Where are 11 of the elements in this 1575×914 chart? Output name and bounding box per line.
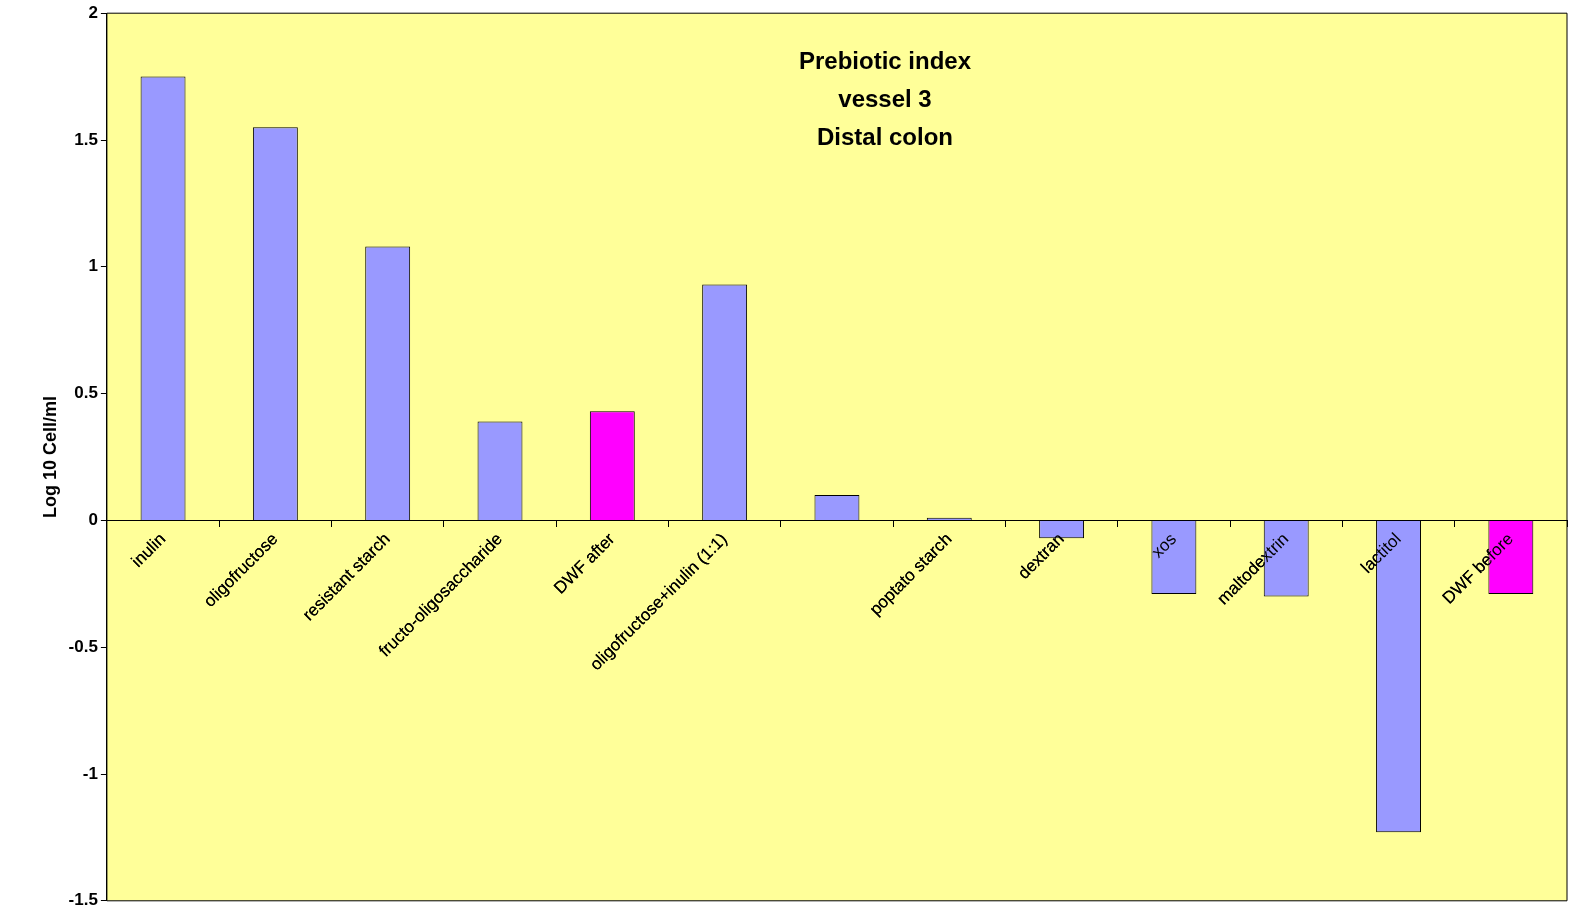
- y-axis-title: Log 10 Cell/ml: [39, 395, 60, 519]
- y-tick-label: 0: [88, 510, 98, 530]
- y-tick-label: -1.5: [68, 890, 98, 910]
- text: Prebiotic index vessel 3 Distal colon: [798, 46, 972, 150]
- y-tick-label: -1: [82, 763, 98, 783]
- x-tick-label: xos: [1147, 529, 1181, 562]
- y-tick-label: -0.5: [68, 636, 98, 656]
- y-tick-label: 1.5: [74, 129, 98, 149]
- y-tick-label: 0.5: [74, 383, 98, 403]
- y-tick-label: 1: [88, 256, 98, 276]
- y-tick-label: 2: [88, 2, 98, 22]
